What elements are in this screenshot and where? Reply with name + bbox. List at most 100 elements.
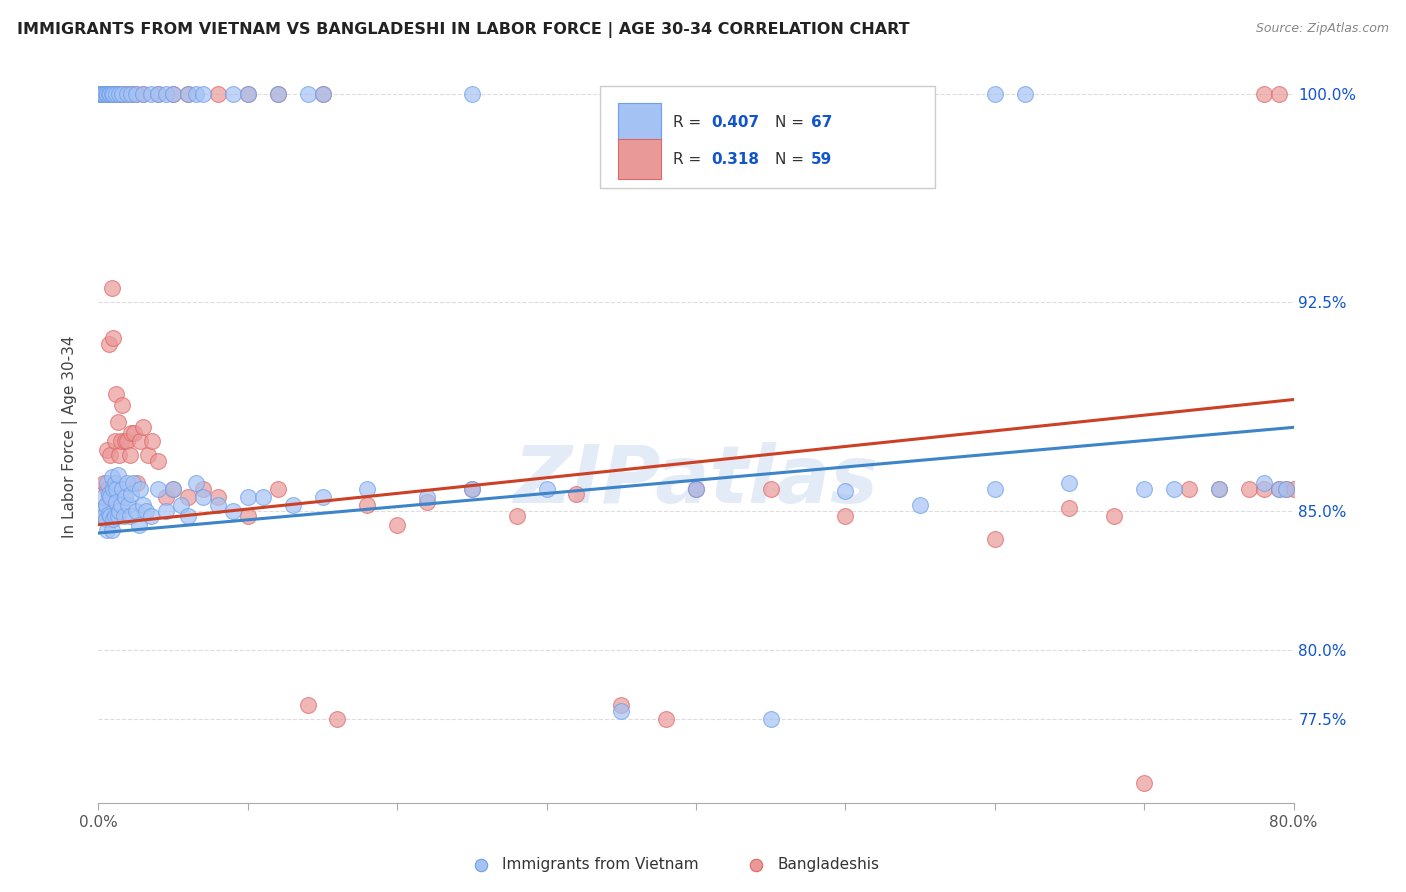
Point: [236, 490, 259, 504]
FancyBboxPatch shape: [600, 86, 935, 188]
Point: [177, 490, 200, 504]
Point: [184, 87, 207, 101]
Point: [1253, 475, 1275, 490]
Point: [222, 87, 245, 101]
Point: [121, 475, 143, 490]
Text: R =: R =: [673, 115, 706, 130]
Point: [90, 87, 112, 101]
Point: [1237, 482, 1260, 496]
Point: [96, 87, 118, 101]
Point: [98, 448, 122, 462]
Point: [1014, 87, 1036, 101]
Point: [97, 337, 120, 351]
Point: [162, 482, 184, 496]
Point: [104, 475, 127, 490]
Point: [97, 490, 120, 504]
Point: [94, 87, 117, 101]
Point: [96, 523, 118, 537]
Point: [177, 87, 200, 101]
Point: [984, 87, 1007, 101]
Point: [103, 87, 125, 101]
Point: [115, 475, 138, 490]
Point: [1275, 482, 1298, 496]
Point: [1133, 776, 1156, 790]
Point: [191, 490, 214, 504]
Point: [101, 281, 124, 295]
Point: [129, 482, 152, 496]
Point: [91, 87, 114, 101]
Point: [93, 475, 115, 490]
Point: [834, 484, 856, 499]
Point: [107, 509, 129, 524]
Point: [311, 490, 333, 504]
Point: [207, 498, 229, 512]
Point: [136, 448, 159, 462]
Text: 0.407: 0.407: [711, 115, 759, 130]
Point: [191, 482, 214, 496]
Point: [281, 498, 304, 512]
Point: [117, 498, 139, 512]
Point: [94, 498, 117, 512]
Text: IMMIGRANTS FROM VIETNAM VS BANGLADESHI IN LABOR FORCE | AGE 30-34 CORRELATION CH: IMMIGRANTS FROM VIETNAM VS BANGLADESHI I…: [17, 22, 910, 38]
FancyBboxPatch shape: [619, 103, 661, 143]
Point: [125, 504, 148, 518]
Point: [132, 420, 155, 434]
Point: [139, 509, 162, 524]
Point: [105, 87, 128, 101]
Point: [610, 704, 633, 718]
Point: [326, 712, 349, 726]
Point: [685, 482, 707, 496]
Point: [105, 495, 128, 509]
Point: [191, 87, 214, 101]
Point: [118, 509, 141, 524]
Point: [536, 482, 558, 496]
Point: [162, 87, 184, 101]
Point: [94, 87, 117, 101]
Point: [148, 87, 170, 101]
Point: [104, 434, 127, 449]
Point: [124, 425, 146, 440]
Point: [236, 87, 259, 101]
Point: [1208, 482, 1230, 496]
Point: [115, 434, 138, 449]
Point: [1267, 482, 1289, 496]
Point: [96, 475, 118, 490]
Point: [461, 482, 484, 496]
Point: [207, 87, 229, 101]
Point: [110, 498, 132, 512]
Point: [267, 482, 290, 496]
Point: [97, 87, 120, 101]
Point: [103, 331, 125, 345]
Point: [155, 87, 177, 101]
Point: [610, 698, 633, 713]
Point: [111, 87, 134, 101]
Y-axis label: In Labor Force | Age 30-34: In Labor Force | Age 30-34: [62, 335, 77, 539]
Point: [311, 87, 333, 101]
Point: [107, 467, 129, 482]
Point: [155, 490, 177, 504]
Point: [297, 87, 319, 101]
Point: [1059, 475, 1081, 490]
Point: [148, 87, 170, 101]
Point: [236, 509, 259, 524]
Point: [222, 504, 245, 518]
Point: [132, 498, 155, 512]
Point: [125, 87, 148, 101]
Point: [120, 425, 142, 440]
Point: [252, 490, 274, 504]
Point: [120, 487, 142, 501]
Point: [112, 509, 135, 524]
Point: [1253, 482, 1275, 496]
Point: [1267, 482, 1289, 496]
Text: Bangladeshis: Bangladeshis: [778, 857, 879, 872]
Point: [103, 482, 125, 496]
Point: [461, 87, 484, 101]
Point: [108, 87, 131, 101]
Point: [655, 712, 678, 726]
Point: [93, 509, 115, 524]
Point: [114, 87, 136, 101]
Point: [89, 87, 111, 101]
Point: [98, 509, 122, 524]
Point: [132, 87, 155, 101]
Point: [110, 87, 132, 101]
